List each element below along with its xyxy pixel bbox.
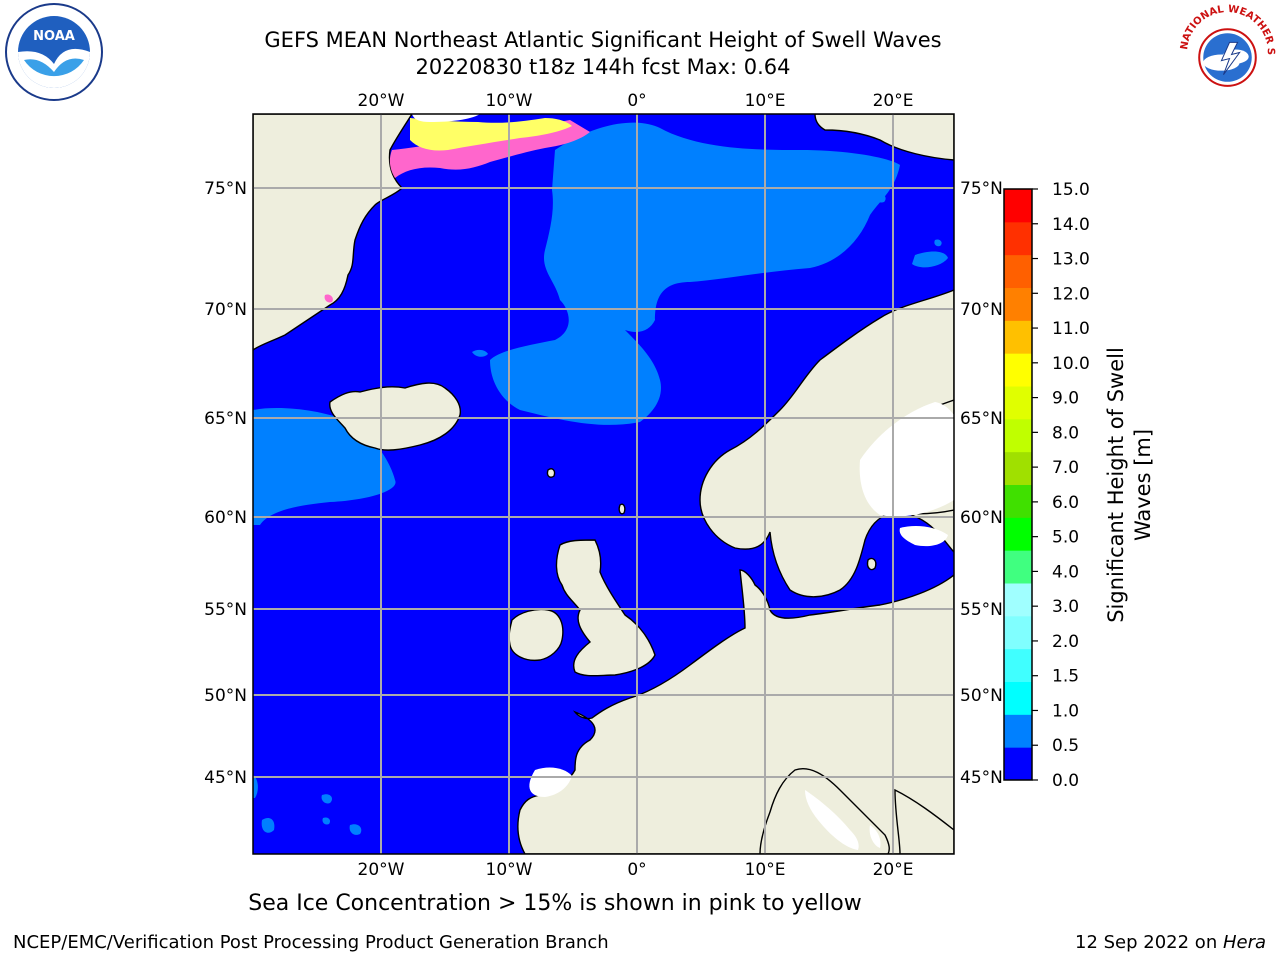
no-data-regions xyxy=(529,402,954,850)
colorbar-tick-label: 6.0 xyxy=(1052,493,1079,513)
lat-label-right: 45°N xyxy=(960,768,1003,788)
lon-label-bottom: 20°E xyxy=(873,860,914,880)
colorbar-segment xyxy=(1004,484,1032,518)
lat-label-left: 70°N xyxy=(204,300,247,320)
colorbar-segment xyxy=(1004,386,1032,420)
colorbar-tick-label: 4.0 xyxy=(1052,562,1079,582)
footer-credit: NCEP/EMC/Verification Post Processing Pr… xyxy=(13,932,609,953)
colorbar-tick-label: 3.0 xyxy=(1052,597,1079,617)
land-iceland xyxy=(329,382,462,451)
colorbar-tick-label: 5.0 xyxy=(1052,528,1079,548)
lon-label-bottom: 20°W xyxy=(358,860,405,880)
colorbar-tick-label: 0.5 xyxy=(1052,736,1079,756)
lon-label-top: 10°W xyxy=(486,91,533,111)
colorbar-segment xyxy=(1004,615,1032,650)
lat-labels-right: 75°N 70°N 65°N 60°N 55°N 50°N 45°N xyxy=(960,179,1003,788)
lon-label-top: 20°E xyxy=(873,91,914,111)
land-greenland xyxy=(253,114,413,351)
colorbar-segment xyxy=(1004,517,1032,551)
colorbar-frame xyxy=(1003,188,1033,781)
land-svalbard xyxy=(814,114,954,161)
colorbar-tick-label: 9.0 xyxy=(1052,389,1079,409)
land-ireland xyxy=(508,608,564,662)
footer-host: Hera xyxy=(1222,932,1266,953)
lon-label-top: 20°W xyxy=(358,91,405,111)
lat-label-right: 65°N xyxy=(960,409,1003,429)
lat-label-left: 55°N xyxy=(204,600,247,620)
lon-label-top: 0° xyxy=(627,91,646,111)
colorbar-tick-label: 15.0 xyxy=(1052,180,1090,200)
lon-label-bottom: 10°E xyxy=(745,860,786,880)
lon-label-bottom: 0° xyxy=(627,860,646,880)
colorbar-segment xyxy=(1004,189,1032,223)
colorbar-tick-label: 13.0 xyxy=(1052,250,1090,270)
lat-labels-left: 75°N 70°N 65°N 60°N 55°N 50°N 45°N xyxy=(204,179,247,788)
footer-date: 12 Sep 2022 on Hera xyxy=(1075,932,1266,954)
lat-label-right: 60°N xyxy=(960,508,1003,528)
colorbar-segment xyxy=(1004,287,1032,321)
lat-label-left: 60°N xyxy=(204,508,247,528)
lon-labels-bottom: 20°W 10°W 0° 10°E 20°E xyxy=(358,860,914,880)
lat-label-left: 75°N xyxy=(204,179,247,199)
colorbar-segment xyxy=(1004,320,1032,354)
map-area xyxy=(253,114,954,854)
graticule xyxy=(253,114,954,854)
colorbar-tick-label: 0.0 xyxy=(1052,771,1079,791)
colorbar-tick-label: 14.0 xyxy=(1052,215,1090,235)
map-frame xyxy=(252,113,955,855)
noaa-logo: NOAA xyxy=(5,3,103,101)
colorbar-segment xyxy=(1004,583,1032,617)
lon-label-bottom: 10°W xyxy=(486,860,533,880)
colorbar-segment xyxy=(1004,254,1032,288)
ice-caption: Sea Ice Concentration > 15% is shown in … xyxy=(248,891,862,916)
land-great-britain xyxy=(555,539,656,677)
colorbar-segment xyxy=(1004,418,1032,453)
chart-title: GEFS MEAN Northeast Atlantic Significant… xyxy=(264,28,942,52)
sea-ice xyxy=(324,114,590,303)
colorbar-tick-label: 1.5 xyxy=(1052,667,1079,687)
colorbar-segment xyxy=(1004,550,1032,584)
colorbar-tick-label: 8.0 xyxy=(1052,423,1079,443)
colorbar-segment xyxy=(1004,221,1032,256)
lat-label-right: 55°N xyxy=(960,600,1003,620)
colorbar: 0.0 0.5 1.0 1.5 2.0 3.0 4.0 5.0 6.0 7.0 8.0 9.0 10.0… xyxy=(1003,180,1090,791)
colorbar-segment xyxy=(1004,648,1032,682)
colorbar-label-line1: Significant Height of Swell xyxy=(1104,347,1128,623)
lat-label-right: 70°N xyxy=(960,300,1003,320)
colorbar-segment xyxy=(1004,451,1032,485)
colorbar-segment xyxy=(1004,747,1032,781)
lon-labels-top: 20°W 10°W 0° 10°E 20°E xyxy=(358,91,914,111)
lat-label-left: 65°N xyxy=(204,409,247,429)
colorbar-segment xyxy=(1004,681,1032,715)
lat-label-right: 50°N xyxy=(960,686,1003,706)
footer-date-text: 12 Sep 2022 on xyxy=(1075,932,1223,953)
colorbar-tick-label: 7.0 xyxy=(1052,458,1079,478)
colorbar-tick-label: 2.0 xyxy=(1052,632,1079,652)
colorbar-tick-label: 11.0 xyxy=(1052,319,1090,339)
colorbar-tick-label: 10.0 xyxy=(1052,354,1090,374)
lon-label-top: 10°E xyxy=(745,91,786,111)
colorbar-tick-label: 1.0 xyxy=(1052,701,1079,721)
colorbar-tick-label: 12.0 xyxy=(1052,284,1090,304)
colorbar-segment xyxy=(1004,714,1032,748)
lat-label-left: 50°N xyxy=(204,686,247,706)
noaa-logo-text: NOAA xyxy=(33,29,75,44)
colorbar-label-line2: Waves [m] xyxy=(1131,429,1155,541)
chart-subtitle: 20220830 t18z 144h fcst Max: 0.64 xyxy=(415,55,791,79)
lat-label-left: 45°N xyxy=(204,768,247,788)
colorbar-segment xyxy=(1004,353,1032,387)
lat-label-right: 75°N xyxy=(960,179,1003,199)
nws-logo: NATIONAL WEATHER SERVICE xyxy=(1177,2,1276,101)
